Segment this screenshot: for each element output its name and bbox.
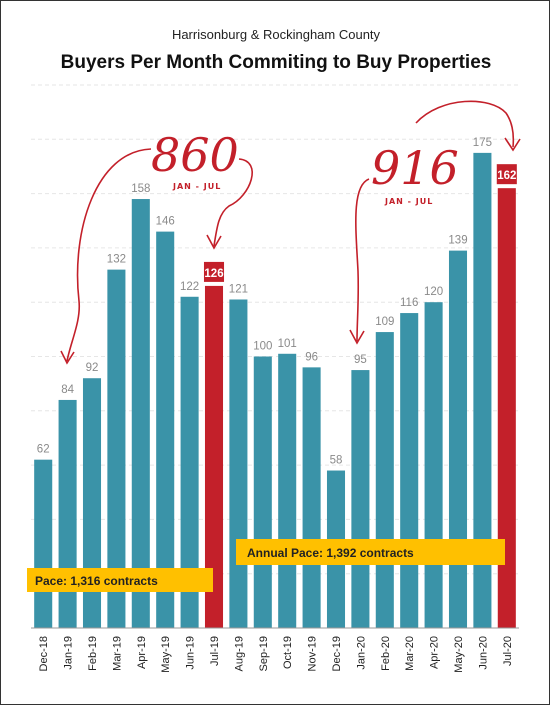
x-tick-jan-19: Jan-19 xyxy=(63,636,75,670)
x-tick-aug-19: Aug-19 xyxy=(233,636,245,671)
value-label-sep-19: 100 xyxy=(253,341,272,353)
bar-jan-20 xyxy=(351,370,370,628)
value-label-jul-20: 162 xyxy=(497,170,516,182)
x-tick-mar-20: Mar-20 xyxy=(404,636,416,671)
bar-jun-20 xyxy=(473,152,492,628)
x-tick-apr-19: Apr-19 xyxy=(136,636,148,669)
x-tick-jan-20: Jan-20 xyxy=(355,636,367,670)
annotation-916-subtitle: JAN - JUL xyxy=(384,197,433,206)
annotation-860-subtitle: JAN - JUL xyxy=(172,182,221,191)
x-tick-nov-19: Nov-19 xyxy=(307,636,319,671)
value-label-jan-20: 95 xyxy=(354,354,367,366)
arrow-head-916-left xyxy=(349,329,365,345)
x-tick-feb-19: Feb-19 xyxy=(87,636,99,671)
arrow-916-right xyxy=(415,100,515,148)
value-label-nov-19: 96 xyxy=(305,351,318,363)
bar-may-20 xyxy=(448,250,468,629)
value-label-jan-19: 84 xyxy=(61,384,74,396)
bar-jul-19 xyxy=(204,285,224,628)
x-tick-may-19: May-19 xyxy=(160,636,172,673)
x-tick-sep-19: Sep-19 xyxy=(258,636,270,671)
value-label-apr-19: 158 xyxy=(131,183,150,195)
x-tick-oct-19: Oct-19 xyxy=(282,636,294,669)
bar-jun-19 xyxy=(180,296,199,628)
value-label-aug-19: 121 xyxy=(229,283,248,295)
x-tick-labels: Dec-18 Jan-19 Feb-19 Mar-19 Apr-19 May-19 Jun-… xyxy=(38,636,514,673)
chart-subtitle: Harrisonburg & Rockingham County xyxy=(172,27,381,42)
bar-mar-19 xyxy=(107,269,126,628)
value-label-mar-19: 132 xyxy=(107,254,126,266)
value-label-bg-jul-20 xyxy=(496,164,517,185)
annotation-860: 860 xyxy=(151,128,239,182)
x-tick-jul-19: Jul-19 xyxy=(209,636,221,666)
x-tick-feb-20: Feb-20 xyxy=(380,636,392,671)
pace-label-2019: Pace: 1,316 contracts xyxy=(35,574,158,588)
arrow-860-left xyxy=(66,148,152,362)
chart-title: Buyers Per Month Commiting to Buy Proper… xyxy=(61,52,492,73)
x-tick-mar-19: Mar-19 xyxy=(111,636,123,671)
x-tick-jul-20: Jul-20 xyxy=(502,636,514,666)
bar-oct-19 xyxy=(278,353,297,628)
arrow-head-860-left xyxy=(60,350,75,365)
x-tick-apr-20: Apr-20 xyxy=(429,636,441,669)
pace-box-2020 xyxy=(236,539,505,565)
value-label-jul-19: 126 xyxy=(204,268,223,280)
bar-mar-20 xyxy=(400,313,419,628)
value-label-mar-20: 116 xyxy=(400,297,418,309)
arrow-head-860-right xyxy=(206,234,222,250)
bar-jan-19 xyxy=(58,399,77,628)
value-label-bg-jul-19 xyxy=(203,261,225,282)
value-label-oct-19: 101 xyxy=(278,338,297,350)
bar-feb-20 xyxy=(375,332,394,628)
bar-dec-18 xyxy=(34,459,53,628)
value-label-dec-19: 58 xyxy=(330,455,343,467)
arrow-916-left xyxy=(355,178,370,342)
value-label-may-19: 146 xyxy=(156,216,175,228)
value-label-feb-19: 92 xyxy=(86,362,99,374)
bar-jul-20 xyxy=(497,188,516,629)
value-label-may-20: 139 xyxy=(448,235,467,247)
x-tick-dec-19: Dec-19 xyxy=(331,636,343,671)
bar-nov-19 xyxy=(302,367,321,628)
bar-sep-19 xyxy=(253,356,272,628)
x-tick-may-20: May-20 xyxy=(453,636,465,673)
bar-may-19 xyxy=(156,231,175,629)
value-label-apr-20: 120 xyxy=(424,286,443,298)
arrow-860-right xyxy=(213,158,253,247)
value-label-feb-20: 109 xyxy=(375,316,394,328)
bar-apr-19 xyxy=(131,199,150,628)
bar-feb-19 xyxy=(82,378,102,628)
pace-label-2020: Annual Pace: 1,392 contracts xyxy=(247,546,414,560)
value-label-dec-18: 62 xyxy=(37,444,50,456)
bar-aug-19 xyxy=(229,299,248,628)
bar-apr-20 xyxy=(424,302,443,628)
value-labels: 62 84 92 132 158 146 122 126 121 100 101 96 58 95 109 1… xyxy=(37,137,517,467)
x-tick-jun-20: Jun-20 xyxy=(477,636,489,670)
value-label-jun-19: 122 xyxy=(180,281,199,293)
pace-box-2019 xyxy=(27,568,213,592)
annotation-916: 916 xyxy=(371,141,459,195)
value-label-jun-20: 175 xyxy=(473,137,492,149)
arrow-head-916-right xyxy=(504,137,521,152)
x-tick-dec-18: Dec-18 xyxy=(38,636,50,671)
x-tick-jun-19: Jun-19 xyxy=(185,636,197,670)
